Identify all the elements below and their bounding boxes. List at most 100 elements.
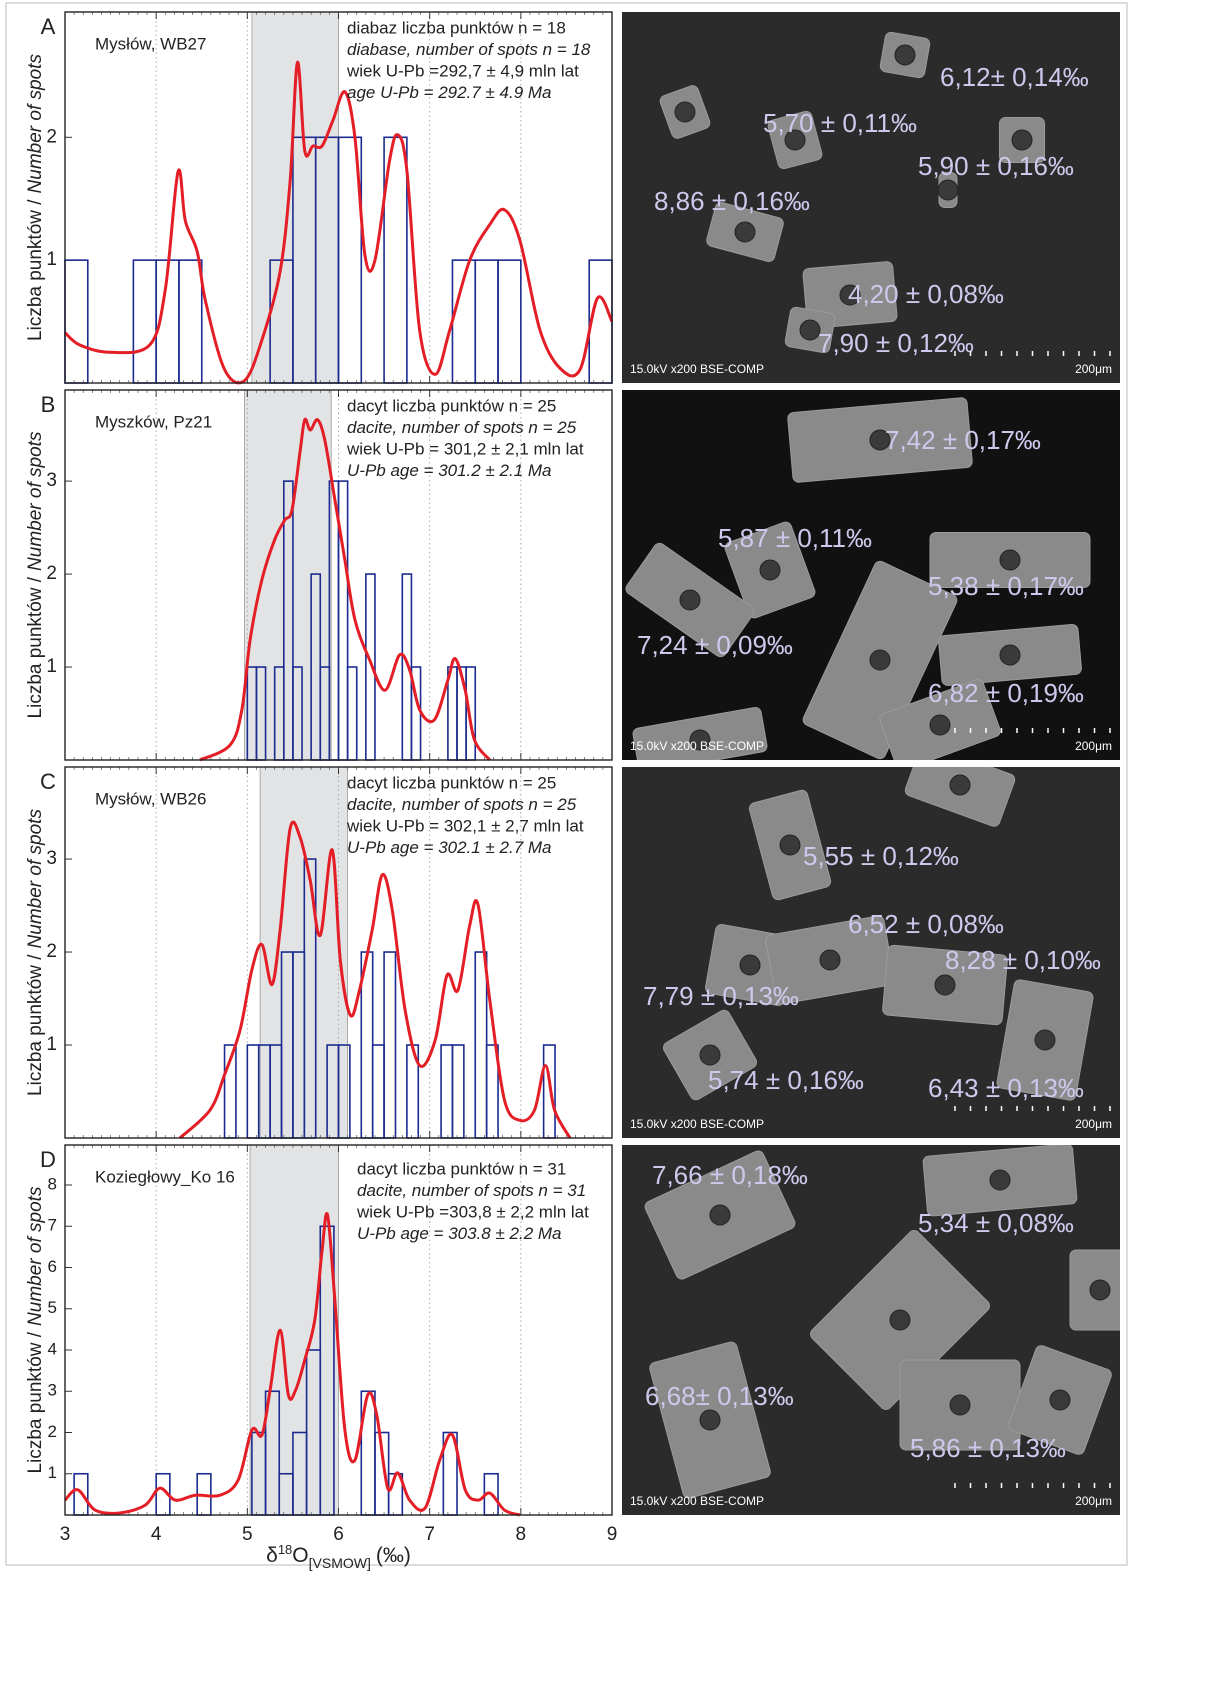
- spot-value-label: 8,28 ± 0,10‰: [945, 945, 1101, 975]
- histogram-panel: B Myszków, Pz21 dacyt liczba punktów n = 2…: [25, 389, 613, 762]
- analysis-spot: [894, 44, 916, 66]
- x-axis-label-part: 18: [278, 1542, 292, 1557]
- annotation: age U-Pb = 292.7 ± 4.9 Ma: [347, 83, 551, 102]
- analysis-spot: [999, 644, 1021, 666]
- analysis-spot: [779, 834, 801, 856]
- spot-value-label: 7,79 ± 0,13‰: [643, 981, 799, 1011]
- y-axis-label: Liczba punktów / Number of spots: [25, 809, 46, 1096]
- spot-value-label: 5,86 ± 0,13‰: [910, 1433, 1066, 1463]
- analysis-spot: [799, 319, 821, 341]
- spot-value-label: 5,87 ± 0,11‰: [718, 523, 872, 553]
- annotation: dacite, number of spots n = 25: [347, 418, 577, 437]
- y-tick-label: 2: [46, 126, 57, 147]
- analysis-spot: [784, 129, 806, 151]
- bse-image: 7,42 ± 0,17‰ 5,87 ± 0,11‰ 5,38 ± 0,17‰ 7,24…: [622, 390, 1120, 760]
- highlight-band: [249, 1144, 339, 1516]
- density-curve: [63, 60, 614, 385]
- spot-value-label: 7,42 ± 0,17‰: [885, 425, 1041, 455]
- x-tick-label: 4: [151, 1524, 162, 1545]
- y-axis-label: Liczba punktów / Number of spots: [25, 1186, 46, 1473]
- plot-frame: [64, 766, 613, 1139]
- bse-image: 5,55 ± 0,12‰ 6,52 ± 0,08‰ 8,28 ± 0,10‰ 7,79…: [622, 767, 1120, 1138]
- sample-location: Myszków, Pz21: [95, 412, 212, 431]
- annotation: wiek U-Pb = 302,1 ± 2,7 mln lat: [346, 816, 584, 835]
- grains: [625, 397, 1091, 760]
- spot-value-label: 6,68± 0,13‰: [645, 1381, 794, 1411]
- analysis-spot: [709, 1204, 731, 1226]
- y-axis-label-part: Liczba punktów /: [25, 199, 46, 341]
- bse-image: 7,66 ± 0,18‰ 5,34 ± 0,08‰ 6,68± 0,13‰ 5,86 …: [622, 1145, 1120, 1515]
- x-tick-label: 7: [424, 1524, 435, 1545]
- analysis-spot: [934, 974, 956, 996]
- image-caption: 15.0kV x200 BSE-COMP: [630, 1494, 764, 1508]
- spot-value-label: 6,52 ± 0,08‰: [848, 909, 1004, 939]
- analysis-spot: [759, 559, 781, 581]
- analysis-spot: [739, 954, 761, 976]
- spot-value-label: 7,90 ± 0,12‰: [818, 328, 974, 358]
- annotation: U-Pb age = 303.8 ± 2.2 Ma: [357, 1224, 561, 1243]
- analysis-spot: [679, 589, 701, 611]
- x-tick-label: 3: [60, 1524, 71, 1545]
- analysis-spot: [869, 429, 891, 451]
- annotation: diabase, number of spots n = 18: [347, 40, 591, 59]
- y-axis-label-part: Liczba punktów /: [25, 576, 46, 718]
- spot-value-label: 6,43 ± 0,13‰: [928, 1073, 1084, 1103]
- panel-letter: C: [40, 769, 56, 794]
- spot-value-label: 5,38 ± 0,17‰: [928, 571, 1084, 601]
- plot-frame: [64, 1144, 613, 1516]
- grains: [659, 31, 1045, 354]
- scale-label: 200μm: [1075, 362, 1112, 376]
- x-axis-label-part: [VSMOW]: [309, 1555, 371, 1571]
- highlight-band: [244, 389, 332, 761]
- analysis-spot: [1034, 1029, 1056, 1051]
- sample-location: Koziegłowy_Ko 16: [95, 1167, 235, 1186]
- plot-frame: [64, 389, 613, 761]
- y-tick-label: 7: [48, 1216, 57, 1235]
- spot-value-label: 5,70 ± 0,11‰: [763, 108, 917, 138]
- scale-label: 200μm: [1075, 739, 1112, 753]
- y-tick-label: 3: [46, 848, 57, 869]
- image-caption: 15.0kV x200 BSE-COMP: [630, 739, 764, 753]
- analysis-spot: [1089, 1279, 1111, 1301]
- analysis-spot: [937, 179, 959, 201]
- y-axis-label-part: Number of spots: [25, 809, 46, 949]
- y-axis-label-part: Number of spots: [25, 431, 46, 571]
- histogram-panel: A Mysłów, WB27 diabaz liczba punktów n = 1…: [25, 11, 614, 385]
- grains: [644, 1145, 1120, 1499]
- y-tick-label: 2: [46, 563, 57, 584]
- analysis-spot: [839, 284, 861, 306]
- analysis-spot: [699, 1409, 721, 1431]
- y-tick-label: 2: [46, 941, 57, 962]
- annotation: U-Pb age = 301.2 ± 2.1 Ma: [347, 461, 551, 480]
- y-axis-label-part: Liczba punktów /: [25, 1331, 46, 1473]
- sample-location: Mysłów, WB27: [95, 34, 206, 53]
- annotation: wiek U-Pb =303,8 ± 2,2 mln lat: [356, 1202, 589, 1221]
- spot-value-label: 6,12± 0,14‰: [940, 62, 1089, 92]
- x-axis-label-part: (‰): [376, 1544, 411, 1567]
- x-tick-label: 6: [333, 1524, 344, 1545]
- y-axis-label-part: Number of spots: [25, 1186, 46, 1326]
- density-curve: [199, 417, 492, 762]
- y-tick-label: 5: [48, 1298, 57, 1317]
- annotation: wiek U-Pb = 301,2 ± 2,1 mln lat: [346, 439, 584, 458]
- analysis-spot: [999, 549, 1021, 571]
- panel-letter: B: [41, 392, 56, 417]
- image-caption: 15.0kV x200 BSE-COMP: [630, 362, 764, 376]
- x-tick-label: 9: [607, 1524, 618, 1545]
- analysis-spot: [989, 1169, 1011, 1191]
- spot-value-label: 5,90 ± 0,16‰: [918, 151, 1074, 181]
- spot-value-label: 8,86 ± 0,16‰: [654, 186, 810, 216]
- y-axis-label: Liczba punktów / Number of spots: [25, 431, 46, 718]
- annotation: wiek U-Pb =292,7 ± 4,9 mln lat: [346, 61, 579, 80]
- x-tick-label: 8: [516, 1524, 527, 1545]
- y-tick-label: 1: [46, 656, 57, 677]
- x-axis-label-part: O: [292, 1544, 308, 1567]
- y-tick-label: 3: [46, 470, 57, 491]
- sample-location: Mysłów, WB26: [95, 789, 206, 808]
- y-tick-label: 4: [48, 1339, 57, 1358]
- plot-frame: [64, 11, 613, 384]
- analysis-spot: [674, 101, 696, 123]
- grains: [662, 767, 1094, 1101]
- annotation: dacite, number of spots n = 25: [347, 795, 577, 814]
